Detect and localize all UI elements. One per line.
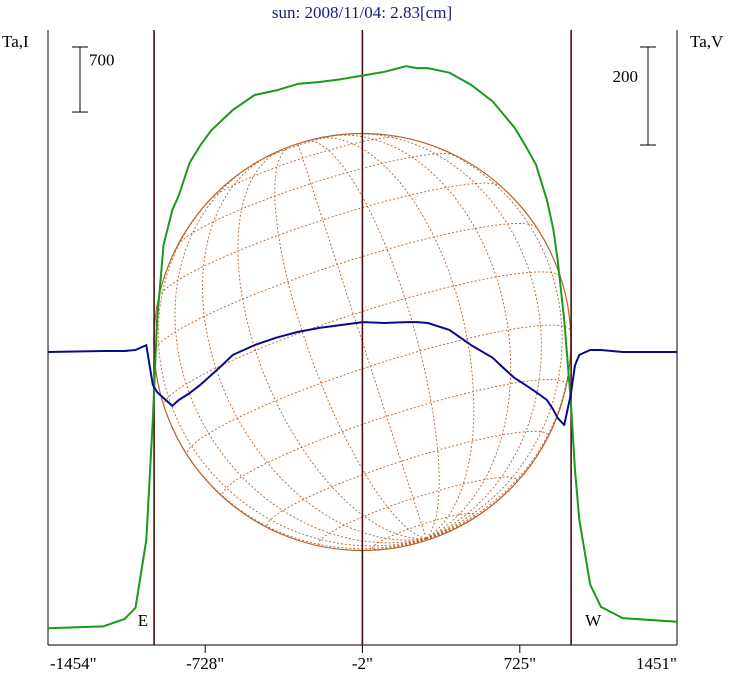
sun-grid: [153, 133, 572, 551]
grid-curve: [274, 146, 427, 539]
series-line: [47, 321, 677, 426]
x-tick-label: 1451": [636, 654, 677, 673]
scale-bar-label: 200: [613, 67, 639, 86]
grid-curve: [372, 513, 476, 551]
series-line: [47, 65, 678, 630]
x-tick-label: -1454": [50, 654, 97, 673]
grid-curve: [157, 199, 427, 547]
scale-bar-label: 700: [89, 50, 115, 69]
y-axis-label: Ta,I: [2, 32, 29, 51]
grid-curve: [327, 134, 512, 539]
chart-title: sun: 2008/11/04: 2.83[cm]: [272, 3, 452, 22]
limb-annotation: W: [585, 611, 602, 630]
grid-curve: [347, 133, 542, 539]
grid-curve: [297, 143, 427, 539]
x-tick-label: -2": [352, 654, 373, 673]
y2-axis-label: Ta,V: [690, 32, 724, 51]
grid-curve: [210, 136, 402, 200]
grid-curve: [221, 379, 567, 498]
grid-curve: [266, 430, 549, 530]
grid-curve: [186, 324, 572, 457]
limb-annotation: E: [138, 611, 148, 630]
grid-curve: [158, 182, 501, 297]
grid-curve: [401, 136, 563, 539]
grid-curve: [165, 413, 427, 550]
grid-curve: [153, 223, 537, 352]
grid-curve: [317, 476, 518, 548]
grid-curve: [306, 140, 440, 539]
grid-curve: [177, 153, 455, 245]
x-tick-label: -728": [186, 654, 224, 673]
grid-curve: [202, 154, 427, 541]
x-tick-label: 725": [504, 654, 536, 673]
grid-curve: [237, 149, 427, 539]
grid-curve: [315, 137, 475, 539]
grid-curve: [174, 164, 427, 544]
